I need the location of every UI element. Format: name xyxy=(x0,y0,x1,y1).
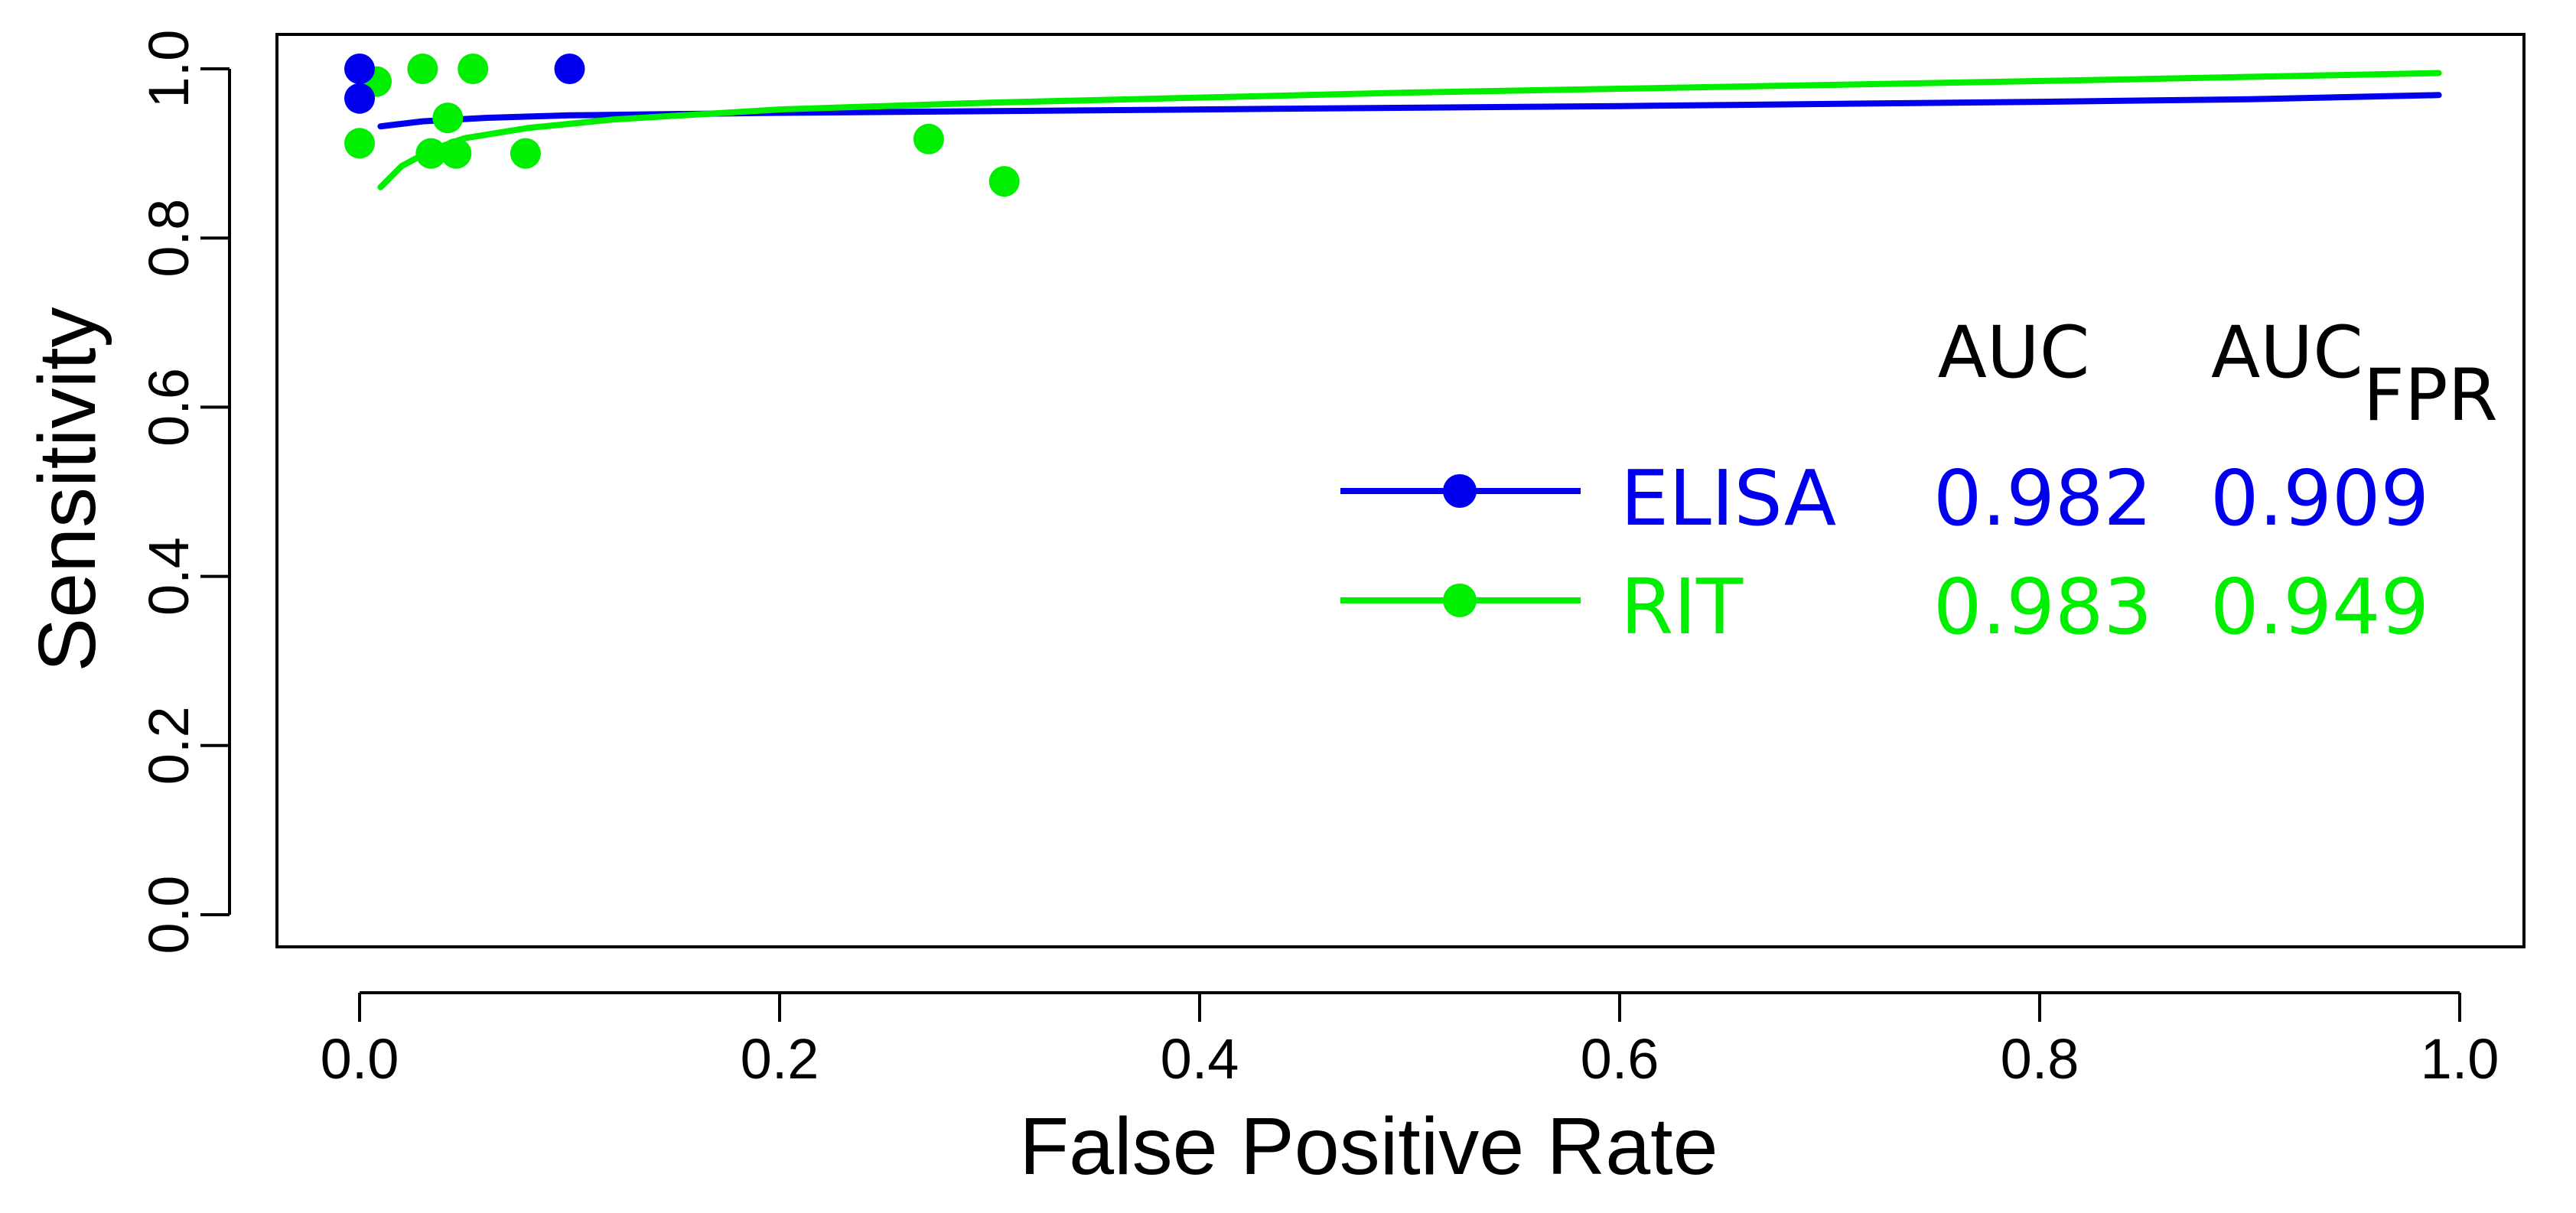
data-point-rit xyxy=(415,138,447,169)
data-points xyxy=(344,54,1020,197)
x-axis-label: False Positive Rate xyxy=(1019,1101,1718,1192)
y-tick-label: 0.8 xyxy=(137,199,200,278)
legend-header-auc-fpr-sub: FPR xyxy=(2363,354,2498,437)
legend-marker-elisa xyxy=(1443,474,1477,508)
legend-auc-elisa: 0.982 xyxy=(1933,454,2152,543)
y-tick-label: 0.6 xyxy=(137,368,200,447)
x-tick-label: 0.2 xyxy=(741,1027,819,1091)
plot-box xyxy=(275,33,2526,948)
axes: 0.0 0.2 0.4 0.6 0.8 1.0 0.0 0.2 0.4 0.6 0.8 1.0 xyxy=(137,30,2499,1091)
legend-auc-fpr-elisa: 0.909 xyxy=(2210,454,2429,543)
legend-label-rit: RIT xyxy=(1620,562,1744,652)
legend-header-auc-fpr-main: AUC xyxy=(2211,311,2363,395)
y-tick-label: 1.0 xyxy=(137,30,200,109)
data-point-rit xyxy=(441,138,472,169)
y-tick-label: 0.0 xyxy=(137,876,200,954)
legend-marker-rit xyxy=(1443,584,1477,617)
data-point-rit xyxy=(510,138,541,169)
y-tick-label: 0.2 xyxy=(137,706,200,785)
x-tick-label: 0.6 xyxy=(1581,1027,1659,1091)
data-point-elisa xyxy=(344,54,375,84)
data-point-elisa xyxy=(344,83,375,114)
data-point-rit xyxy=(344,128,375,159)
legend-header-auc: AUC xyxy=(1938,311,2090,395)
y-tick-label: 0.4 xyxy=(137,537,200,616)
x-tick-label: 0.0 xyxy=(321,1027,399,1091)
y-axis-label: Sensitivity xyxy=(22,307,112,672)
data-point-rit xyxy=(407,54,438,84)
data-point-rit xyxy=(913,123,944,154)
data-point-rit xyxy=(988,166,1020,197)
data-point-elisa xyxy=(554,54,585,84)
legend-label-elisa: ELISA xyxy=(1620,454,1836,543)
data-point-rit xyxy=(432,102,464,134)
x-tick-label: 1.0 xyxy=(2421,1027,2499,1091)
legend: AUC AUCFPR ELISA 0.982 0.909 RIT 0.983 0… xyxy=(1340,311,2498,652)
legend-auc-rit: 0.983 xyxy=(1933,562,2152,652)
legend-header-auc-fpr: AUCFPR xyxy=(2211,311,2498,437)
data-point-rit xyxy=(458,54,489,84)
x-tick-label: 0.8 xyxy=(2001,1027,2079,1091)
x-tick-label: 0.4 xyxy=(1161,1027,1239,1091)
legend-auc-fpr-rit: 0.949 xyxy=(2210,562,2429,652)
